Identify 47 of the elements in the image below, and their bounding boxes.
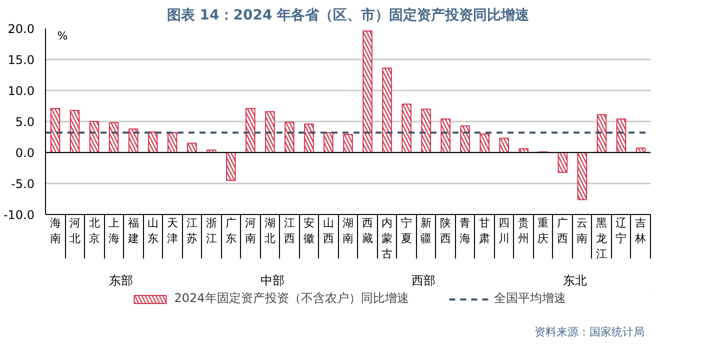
x-tick-label: 江西 [284,216,295,246]
y-tick-label: 20.0 [8,22,34,36]
text: 东北 [562,274,587,288]
y-tick-label: -10.0 [3,208,35,222]
x-tick-label: 宁夏 [401,216,412,246]
x-tick-label: 云南 [576,216,588,246]
y-tick-label: 5.0 [15,115,35,129]
y-tick-label: 10.0 [8,84,34,98]
x-tick-label: 天津 [166,216,178,246]
x-tick-label: 浙江 [206,216,217,246]
x-tick-label: 北京 [88,216,100,246]
text: 东部 [109,274,134,288]
y-axis-title: % [57,30,68,42]
x-tick-label: 河南 [244,216,256,246]
x-tick-label: 贵州 [518,216,530,246]
x-tick-label: 河北 [69,216,80,246]
x-tick-label: 西藏 [362,216,374,246]
x-tick-label: 甘肃 [479,216,490,246]
text: 中部 [260,274,284,288]
x-tick-label: 吉林 [634,216,646,246]
x-tick-label: 青海 [460,216,471,246]
x-tick-label: 陕西 [440,216,452,246]
x-tick-label: 江苏 [186,216,198,246]
y-tick-label: -5.0 [11,177,35,191]
x-tick-label: 海南 [50,216,61,246]
y-tick-label: 0.0 [15,146,35,160]
legend-label: 2024年固定资产投资（不含农户）同比增速 [174,290,409,307]
y-tick-label: 15.0 [8,53,34,67]
x-tick-label: 上海 [108,216,120,246]
x-tick-label: 新疆 [420,216,432,246]
x-tick-label: 四川 [498,216,510,246]
x-tick-label: 黑龙江 [596,216,608,261]
x-tick-label: 福建 [126,216,139,246]
x-tick-label: 湖北 [264,216,276,246]
x-tick-label: 内蒙古 [382,216,393,261]
text: 西部 [412,274,436,288]
text: 资料来源：国家统计局 [534,326,644,338]
x-tick-label: 山东 [147,216,158,246]
x-tick-label: 山西 [322,216,334,246]
x-tick-label: 辽宁 [616,216,627,246]
x-tick-label: 重庆 [538,216,549,246]
legend-label: 全国平均增速 [494,290,566,307]
x-tick-label: 安徽 [303,216,314,246]
chart-title: 图表 14：2024 年各省（区、市）固定资产投资同比增速 [166,6,530,24]
x-tick-label: 湖南 [342,216,354,246]
x-tick-label: 广西 [557,216,568,246]
x-tick-label: 广东 [225,216,236,246]
